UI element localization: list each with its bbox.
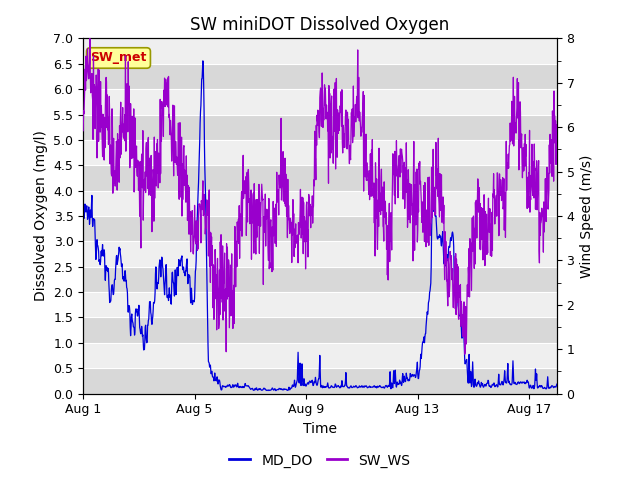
Title: SW miniDOT Dissolved Oxygen: SW miniDOT Dissolved Oxygen [190, 16, 450, 34]
Bar [83, 317, 557, 343]
Bar [83, 64, 557, 89]
Bar [83, 115, 557, 140]
Bar [83, 267, 557, 292]
Legend: MD_DO, SW_WS: MD_DO, SW_WS [224, 448, 416, 473]
Bar [83, 140, 557, 165]
Bar [83, 368, 557, 394]
Y-axis label: Wind Speed (m/s): Wind Speed (m/s) [580, 154, 594, 278]
Bar [83, 89, 557, 115]
Bar [83, 292, 557, 317]
Bar [83, 191, 557, 216]
Bar [83, 165, 557, 191]
Bar [83, 216, 557, 241]
Y-axis label: Dissolved Oxygen (mg/l): Dissolved Oxygen (mg/l) [34, 131, 48, 301]
Bar [83, 241, 557, 267]
Bar [83, 343, 557, 368]
X-axis label: Time: Time [303, 422, 337, 436]
Bar [83, 38, 557, 64]
Text: SW_met: SW_met [90, 51, 147, 64]
